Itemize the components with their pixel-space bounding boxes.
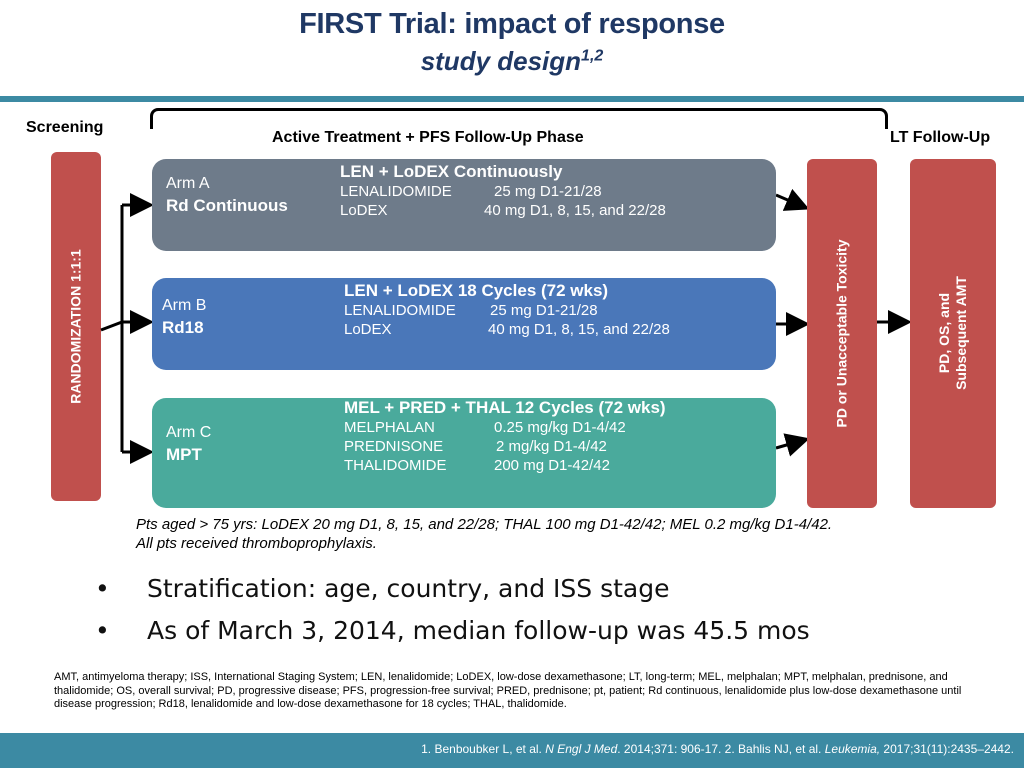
arm-c-box: Arm C MPT MEL + PRED + THAL 12 Cycles (7… xyxy=(152,398,776,508)
arm-c-drug: PREDNISONE xyxy=(344,438,444,455)
arm-c-dose: 200 mg D1-42/42 xyxy=(494,457,610,474)
bullet-dot-icon: • xyxy=(95,574,110,603)
ref1-text: 1. Benboubker L, et al. xyxy=(421,742,546,756)
arm-b-dose: 25 mg D1-21/28 xyxy=(490,302,598,319)
subtitle-superscript: 1,2 xyxy=(581,47,604,65)
bullet-text: As of March 3, 2014, median follow-up wa… xyxy=(147,616,810,645)
randomization-connector xyxy=(100,320,123,332)
dosing-note: Pts aged > 75 yrs: LoDEX 20 mg D1, 8, 15… xyxy=(136,515,956,553)
arrow-arm-a-to-pd xyxy=(775,188,810,211)
arm-a-name: Arm A xyxy=(166,175,210,192)
pd-toxicity-label: PD or Unacceptable Toxicity xyxy=(833,239,850,428)
lt-follow-up-content: PD, OS, and Subsequent AMT xyxy=(936,158,970,508)
ref1-details: . 2014;371: 906-17. 2. Bahlis NJ, et al. xyxy=(617,742,825,756)
arm-b-name: Arm B xyxy=(162,297,207,314)
pd-toxicity-box: PD or Unacceptable Toxicity xyxy=(807,159,877,508)
lt-follow-up-label: LT Follow-Up xyxy=(890,129,991,146)
ref1-journal: N Engl J Med xyxy=(545,742,618,756)
arm-a-drug: LoDEX xyxy=(340,202,388,219)
dosing-note-line2: All pts received thromboprophylaxis. xyxy=(136,535,377,552)
arm-b-short-name: Rd18 xyxy=(162,318,204,337)
arm-b-regimen: LEN + LoDEX 18 Cycles (72 wks) xyxy=(344,281,609,300)
arm-a-dose: 40 mg D1, 8, 15, and 22/28 xyxy=(484,202,666,219)
list-item: • As of March 3, 2014, median follow-up w… xyxy=(95,610,995,652)
arm-c-drug: MELPHALAN xyxy=(344,419,435,436)
arm-a-dose: 25 mg D1-21/28 xyxy=(494,183,602,200)
subtitle-text: study design xyxy=(420,46,582,76)
slide-title: FIRST Trial: impact of response xyxy=(299,8,725,40)
screening-label: Screening xyxy=(26,119,104,136)
dosing-note-line1: Pts aged > 75 yrs: LoDEX 20 mg D1, 8, 15… xyxy=(136,516,833,533)
slide-subtitle: study design1,2 xyxy=(0,46,1024,77)
arm-a-short-name: Rd Continuous xyxy=(166,196,288,215)
bullet-dot-icon: • xyxy=(95,616,110,645)
lt-box-line2: Subsequent AMT xyxy=(953,276,969,390)
footer-bar xyxy=(0,733,1024,768)
active-phase-label: Active Treatment + PFS Follow-Up Phase xyxy=(272,129,584,146)
bullet-list: • Stratification: age, country, and ISS s… xyxy=(95,568,995,652)
arm-b-dose: 40 mg D1, 8, 15, and 22/28 xyxy=(488,321,670,338)
arm-b-drug: LENALIDOMIDE xyxy=(344,302,456,319)
references: 1. Benboubker L, et al. N Engl J Med. 20… xyxy=(421,742,1014,756)
arm-b-box: Arm B Rd18 LEN + LoDEX 18 Cycles (72 wks… xyxy=(152,278,776,370)
header-divider-bar xyxy=(0,96,1024,102)
abbreviations-footnote: AMT, antimyeloma therapy; ISS, Internati… xyxy=(54,671,962,710)
arm-c-regimen: MEL + PRED + THAL 12 Cycles (72 wks) xyxy=(344,398,666,417)
arm-a-drug: LENALIDOMIDE xyxy=(340,183,452,200)
arm-c-short-name: MPT xyxy=(166,445,202,464)
lt-follow-up-box: PD, OS, and Subsequent AMT xyxy=(910,159,996,508)
list-item: • Stratification: age, country, and ISS s… xyxy=(95,568,995,610)
bullet-text: Stratification: age, country, and ISS st… xyxy=(147,574,670,603)
randomization-box: RANDOMIZATION 1:1:1 xyxy=(51,152,101,501)
arrow-arm-c-to-pd xyxy=(775,433,810,457)
arm-a-box: Arm A Rd Continuous LEN + LoDEX Continuo… xyxy=(152,159,776,251)
lt-box-line1: PD, OS, and xyxy=(936,292,952,374)
active-phase-bracket xyxy=(150,108,888,129)
ref2-details: 2017;31(11):2435–2442. xyxy=(880,742,1014,756)
arm-c-drug: THALIDOMIDE xyxy=(344,457,447,474)
arm-b-drug: LoDEX xyxy=(344,321,392,338)
arm-c-dose: 0.25 mg/kg D1-4/42 xyxy=(494,419,626,436)
arm-c-name: Arm C xyxy=(166,424,212,441)
arm-a-regimen: LEN + LoDEX Continuously xyxy=(340,162,563,181)
arm-c-dose: 2 mg/kg D1-4/42 xyxy=(496,438,607,455)
ref2-journal: Leukemia, xyxy=(824,742,881,756)
